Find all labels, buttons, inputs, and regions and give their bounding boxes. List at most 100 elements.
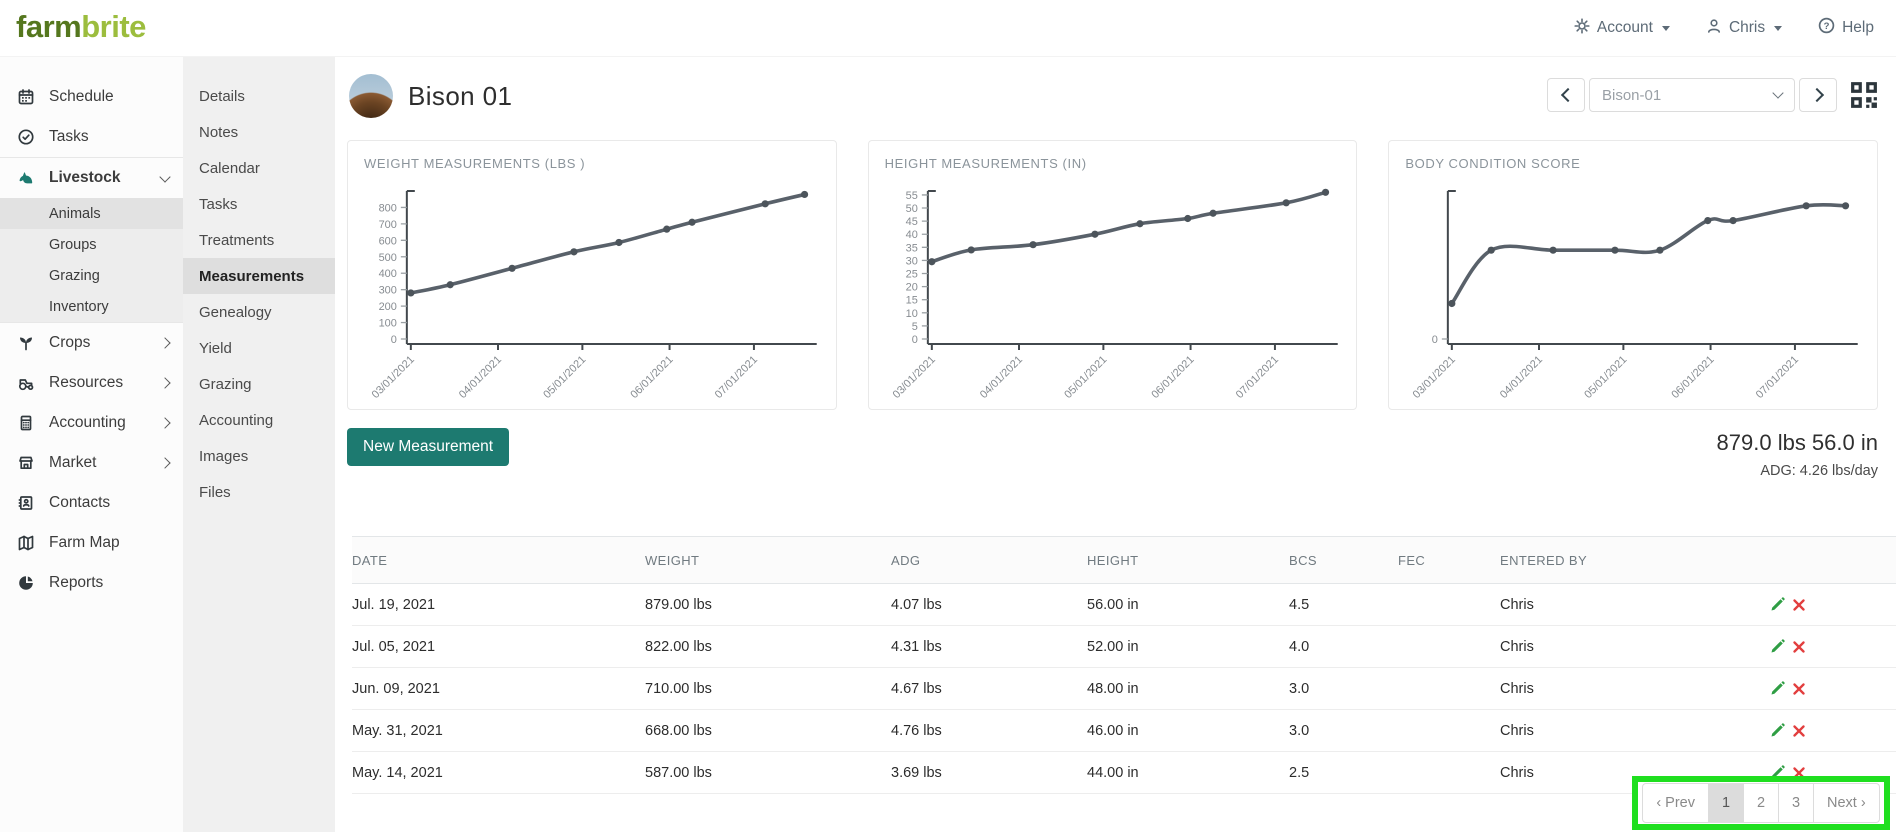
sidebar-item-label: Livestock	[49, 169, 121, 186]
sidebar-item-reports[interactable]: Reports	[0, 563, 183, 603]
svg-text:700: 700	[379, 219, 397, 231]
subnav-label: Calendar	[199, 159, 260, 177]
subnav-item-measurements[interactable]: Measurements	[183, 258, 335, 294]
subnav-item-images[interactable]: Images	[183, 438, 335, 474]
col-header-adg: ADG	[891, 552, 921, 568]
help-menu[interactable]: ? Help	[1818, 17, 1874, 39]
user-menu[interactable]: Chris	[1706, 18, 1783, 39]
edit-row-button[interactable]	[1770, 639, 1785, 654]
svg-text:04/01/2021: 04/01/2021	[978, 354, 1025, 401]
subnav-item-accounting[interactable]: Accounting	[183, 402, 335, 438]
animal-selector-input[interactable]: Bison-01	[1589, 78, 1795, 112]
next-animal-button[interactable]	[1799, 78, 1837, 112]
subnav-item-yield[interactable]: Yield	[183, 330, 335, 366]
sidebar-item-label: Accounting	[49, 414, 126, 431]
row-actions	[1770, 639, 1896, 654]
sidebar-item-groups[interactable]: Groups	[0, 229, 183, 260]
delete-row-button[interactable]	[1793, 682, 1805, 695]
svg-text:07/01/2021: 07/01/2021	[1754, 354, 1801, 401]
cell-height: 48.00 in	[1087, 680, 1139, 697]
user-label: Chris	[1728, 19, 1766, 36]
account-menu[interactable]: Account	[1574, 17, 1670, 39]
svg-text:35: 35	[905, 242, 917, 254]
svg-text:55: 55	[905, 190, 917, 202]
subnav-item-details[interactable]: Details	[183, 78, 335, 114]
sidebar-item-label: Farm Map	[49, 534, 120, 551]
new-measurement-button[interactable]: New Measurement	[347, 428, 510, 466]
animal-avatar[interactable]	[349, 74, 393, 118]
adg-stat: ADG: 4.26 lbs/day	[1760, 463, 1878, 479]
sidebar-item-farm-map[interactable]: Farm Map	[0, 523, 183, 563]
sidebar-item-resources[interactable]: Resources	[0, 363, 183, 403]
sidebar-item-tasks[interactable]: Tasks	[0, 117, 183, 157]
svg-text:40: 40	[905, 229, 917, 241]
edit-row-button[interactable]	[1770, 681, 1785, 696]
pagination-page-2[interactable]: 2	[1744, 783, 1779, 823]
subnav-label: Accounting	[199, 411, 274, 429]
sidebar-item-accounting[interactable]: Accounting	[0, 403, 183, 443]
sidebar-item-contacts[interactable]: Contacts	[0, 483, 183, 523]
qr-code-button[interactable]	[1850, 81, 1878, 109]
edit-row-button[interactable]	[1770, 723, 1785, 738]
sidebar-item-label: Crops	[49, 334, 91, 351]
sidebar-item-livestock[interactable]: Livestock	[0, 157, 183, 198]
cell-entered_by: Chris	[1500, 764, 1534, 781]
svg-text:0: 0	[911, 334, 917, 346]
delete-row-button[interactable]	[1793, 724, 1805, 737]
subnav-item-tasks[interactable]: Tasks	[183, 186, 335, 222]
svg-text:?: ?	[1824, 21, 1830, 32]
pagination-next-button[interactable]: Next ›	[1814, 783, 1880, 823]
pagination-page-1[interactable]: 1	[1709, 783, 1744, 823]
subnav-item-notes[interactable]: Notes	[183, 114, 335, 150]
storefront-icon	[16, 454, 36, 472]
delete-row-button[interactable]	[1793, 640, 1805, 653]
svg-text:800: 800	[379, 202, 397, 214]
svg-text:05/01/2021: 05/01/2021	[1583, 354, 1630, 401]
svg-text:15: 15	[905, 295, 917, 307]
pagination-prev-button[interactable]: ‹ Prev	[1642, 783, 1709, 823]
summary-stats: 879.0 lbs 56.0 in ADG: 4.26 lbs/day	[1717, 430, 1878, 479]
subnav-label: Measurements	[199, 267, 305, 285]
delete-row-button[interactable]	[1793, 766, 1805, 779]
sidebar-item-inventory[interactable]: Inventory	[0, 291, 183, 322]
measurements-table: DATE WEIGHT ADG HEIGHT BCS FEC ENTERED B…	[352, 536, 1896, 794]
subnav-label: Images	[199, 447, 249, 465]
farmbrite-logo[interactable]: farmbrite	[16, 9, 146, 45]
sidebar-item-market[interactable]: Market	[0, 443, 183, 483]
row-actions	[1770, 681, 1896, 696]
svg-text:06/01/2021: 06/01/2021	[1670, 354, 1717, 401]
sidebar-item-label: Animals	[49, 205, 101, 222]
svg-text:07/01/2021: 07/01/2021	[1233, 354, 1280, 401]
subnav-item-treatments[interactable]: Treatments	[183, 222, 335, 258]
calculator-icon	[16, 414, 36, 432]
sidebar-item-animals[interactable]: Animals	[0, 198, 183, 229]
chevron-right-icon	[159, 377, 171, 389]
prev-animal-button[interactable]	[1547, 78, 1585, 112]
chevron-down-icon	[1772, 87, 1784, 99]
cell-entered_by: Chris	[1500, 596, 1534, 613]
sidebar-item-label: Grazing	[49, 267, 100, 284]
pagination-page-3[interactable]: 3	[1779, 783, 1814, 823]
col-header-date: DATE	[352, 552, 388, 568]
chevron-right-icon	[1809, 87, 1824, 103]
cell-date: May. 31, 2021	[352, 722, 443, 739]
cell-weight: 668.00 lbs	[645, 722, 712, 739]
cell-date: Jul. 05, 2021	[352, 638, 436, 655]
chevron-right-icon	[159, 457, 171, 469]
subnav-item-calendar[interactable]: Calendar	[183, 150, 335, 186]
edit-row-button[interactable]	[1770, 765, 1785, 780]
sidebar-item-grazing[interactable]: Grazing	[0, 260, 183, 291]
bcs-chart: 0 03/01/2021 04/01/2021 05/01/2021 06/01/202…	[1411, 190, 1859, 401]
subnav-item-grazing[interactable]: Grazing	[183, 366, 335, 402]
cell-height: 46.00 in	[1087, 722, 1139, 739]
svg-text:03/01/2021: 03/01/2021	[1411, 354, 1458, 401]
edit-row-button[interactable]	[1770, 597, 1785, 612]
subnav-label: Yield	[199, 339, 232, 357]
delete-row-button[interactable]	[1793, 598, 1805, 611]
subnav-item-files[interactable]: Files	[183, 474, 335, 510]
sidebar-item-label: Reports	[49, 574, 104, 591]
top-header: farmbrite Account Chris ? Help	[0, 0, 1896, 57]
subnav-item-genealogy[interactable]: Genealogy	[183, 294, 335, 330]
sidebar-item-crops[interactable]: Crops	[0, 322, 183, 363]
sidebar-item-schedule[interactable]: Schedule	[0, 77, 183, 117]
